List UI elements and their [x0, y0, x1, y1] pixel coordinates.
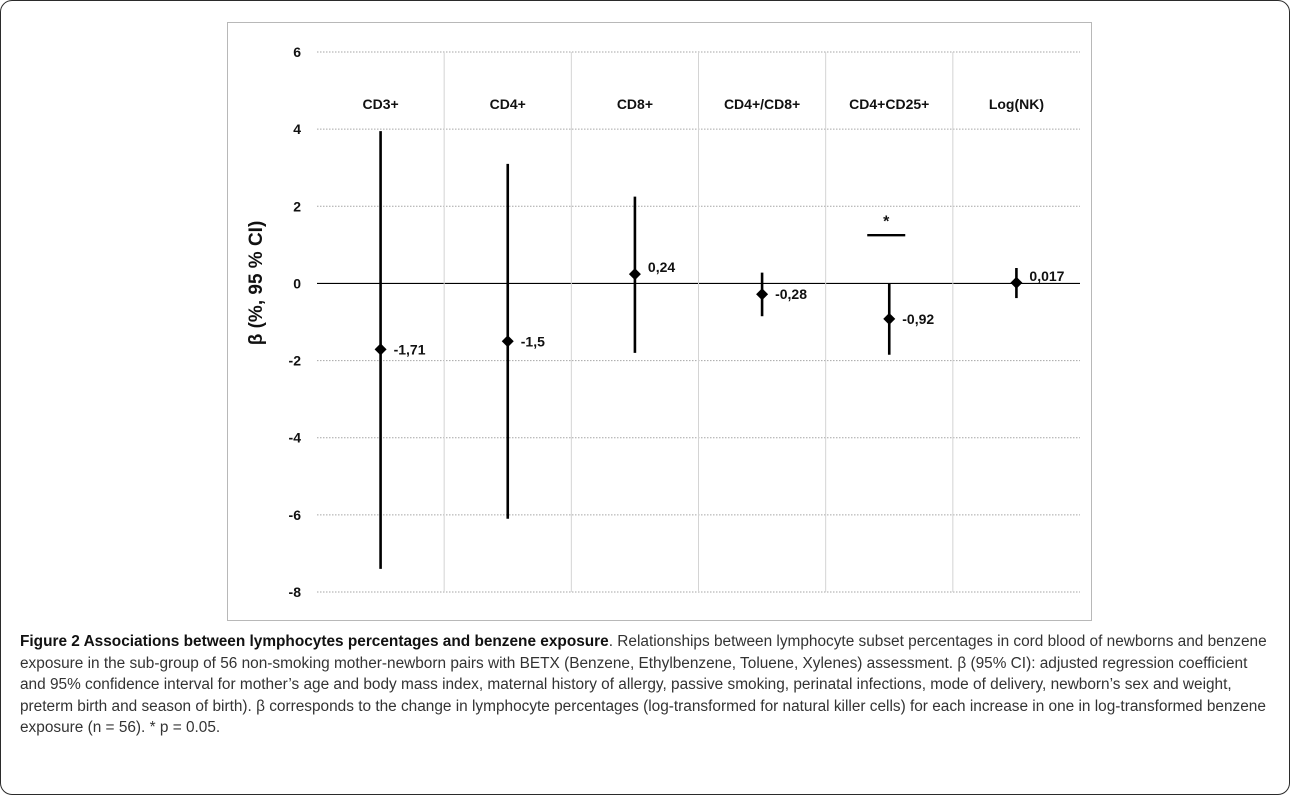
- category-label: CD4+: [490, 96, 526, 112]
- data-label: -0,28: [775, 286, 807, 302]
- y-tick-label: -4: [289, 430, 302, 446]
- data-label: -1,5: [521, 333, 545, 349]
- point-estimate-marker: [374, 343, 387, 356]
- data-label: -1,71: [394, 341, 426, 357]
- y-axis: -8 -6 -4 -2 0 2 4 6: [289, 44, 302, 600]
- data-label: -0,92: [902, 311, 934, 327]
- y-tick-label: -8: [289, 584, 302, 600]
- significance-annotation: *: [883, 214, 890, 231]
- y-axis-title: β (%, 95 % CI): [246, 221, 267, 346]
- category-label: CD3+: [362, 96, 398, 112]
- point-estimate-marker: [1010, 276, 1023, 289]
- y-tick-label: 6: [293, 44, 301, 60]
- y-tick-label: 0: [293, 275, 301, 291]
- category-labels: CD3+ CD4+ CD8+ CD4+/CD8+ CD4+CD25+ Log(NK): [362, 96, 1044, 112]
- caption-body: . Relationships between lymphocyte subse…: [20, 633, 1267, 736]
- y-tick-label: -6: [289, 507, 302, 523]
- y-tick-label: -2: [289, 353, 302, 369]
- y-tick-label: 4: [293, 121, 301, 137]
- category-label: Log(NK): [989, 96, 1044, 112]
- point-estimate-marker: [883, 312, 896, 325]
- gridlines: [317, 51, 1080, 593]
- figure-caption: Figure 2 Associations between lymphocyte…: [20, 631, 1275, 739]
- point-estimate-marker: [756, 288, 769, 301]
- caption-title: Figure 2 Associations between lymphocyte…: [20, 633, 609, 650]
- data-marks: -1,71 -1,5 0,24 -0,28 -0,92 0,017 *: [374, 131, 1065, 569]
- category-label: CD8+: [617, 96, 653, 112]
- point-estimate-marker: [628, 268, 641, 281]
- category-label: CD4+CD25+: [849, 96, 929, 112]
- point-estimate-marker: [501, 335, 514, 348]
- y-tick-label: 2: [293, 198, 301, 214]
- plot-area-border: [227, 22, 1092, 621]
- forest-plot-chart: -8 -6 -4 -2 0 2 4 6 CD3+ CD4+ CD8+ CD4+/CD8+ CD4+CD…: [246, 44, 1080, 600]
- data-label: 0,017: [1029, 268, 1064, 284]
- data-label: 0,24: [648, 259, 675, 275]
- category-label: CD4+/CD8+: [724, 96, 800, 112]
